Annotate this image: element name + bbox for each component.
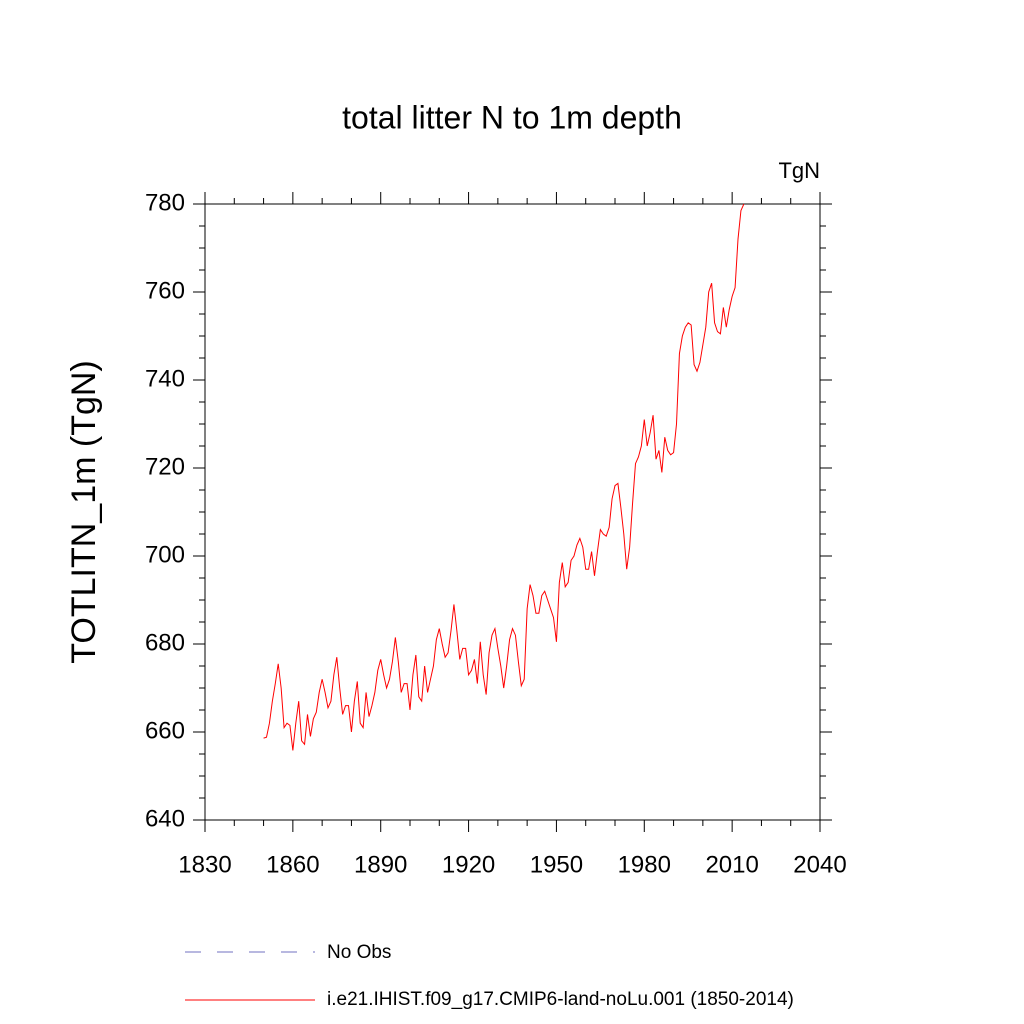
- y-axis-label: TOTLITN_1m (TgN): [65, 360, 103, 664]
- plot-frame: [204, 203, 821, 821]
- x-tick-label: 1950: [530, 851, 583, 878]
- y-tick-label: 760: [145, 277, 185, 304]
- x-tick-label: 1920: [442, 851, 495, 878]
- x-tick-label: 2010: [705, 851, 758, 878]
- x-tick-label: 1830: [178, 851, 231, 878]
- y-tick-label: 780: [145, 189, 185, 216]
- y-tick-label: 740: [145, 365, 185, 392]
- x-tick-label: 1860: [266, 851, 319, 878]
- y-tick-label: 680: [145, 629, 185, 656]
- y-tick-label: 720: [145, 453, 185, 480]
- legend-label: i.e21.IHIST.f09_g17.CMIP6-land-noLu.001 …: [327, 989, 794, 1010]
- x-tick-label: 2040: [793, 851, 846, 878]
- chart-title: total litter N to 1m depth: [342, 99, 682, 135]
- x-tick-label: 1980: [618, 851, 671, 878]
- data-line: [263, 203, 745, 751]
- x-tick-label: 1890: [354, 851, 407, 878]
- y-tick-label: 700: [145, 541, 185, 568]
- y-tick-label: 640: [145, 805, 185, 832]
- units-label: TgN: [778, 158, 820, 183]
- y-tick-label: 660: [145, 717, 185, 744]
- legend-label: No Obs: [327, 942, 391, 963]
